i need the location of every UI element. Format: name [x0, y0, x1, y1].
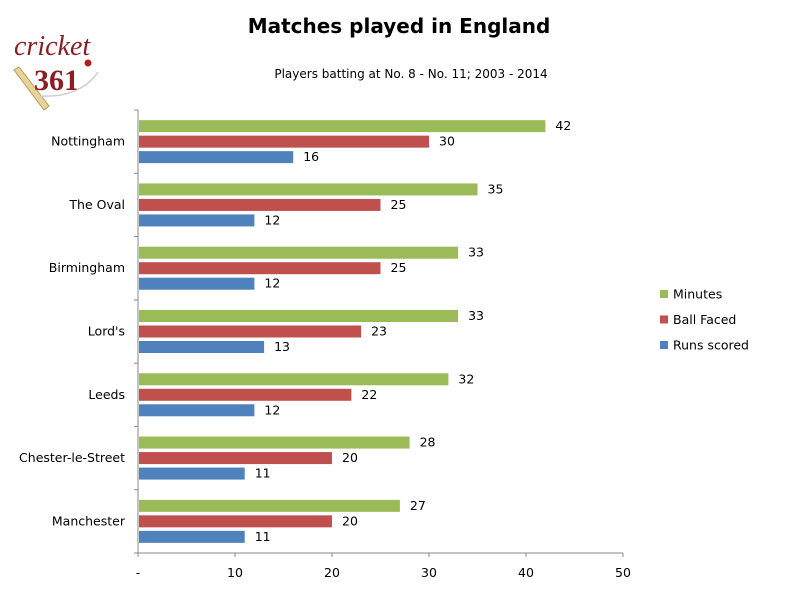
data-label: 33: [468, 245, 484, 260]
bar-runs-scored: [139, 467, 245, 480]
x-tick-label: -: [136, 565, 141, 580]
category-label: The Oval: [68, 197, 125, 212]
category-label: Lord's: [88, 324, 125, 339]
bar-runs-scored: [139, 277, 255, 290]
bar-ball-faced: [139, 452, 332, 465]
data-label: 23: [371, 324, 387, 339]
data-label: 25: [391, 260, 407, 275]
data-label: 28: [420, 435, 436, 450]
bar-ball-faced: [139, 135, 429, 148]
bat-icon: [13, 66, 50, 111]
legend-label: Runs scored: [673, 338, 749, 353]
bar-minutes: [139, 120, 546, 133]
bar-minutes: [139, 183, 478, 196]
x-tick-label: 50: [615, 565, 631, 580]
data-label: 12: [264, 212, 280, 227]
logo-text-top: cricket: [14, 31, 91, 62]
data-label: 13: [274, 339, 290, 354]
bar-runs-scored: [139, 341, 265, 353]
bar-minutes: [139, 310, 459, 322]
data-label: 42: [555, 118, 571, 133]
data-label: 11: [255, 466, 271, 481]
data-label: 33: [468, 308, 484, 323]
x-tick-label: 20: [324, 565, 340, 580]
logo-swoosh: [39, 71, 99, 97]
data-label: 20: [342, 513, 358, 528]
category-label: Leeds: [88, 387, 125, 402]
bar-minutes: [139, 373, 449, 386]
cricket361-logo: cricket 361: [13, 31, 99, 111]
category-label: Birmingham: [49, 260, 125, 275]
category-label: Chester-le-Street: [19, 450, 125, 465]
ball-icon: [84, 59, 92, 67]
bar-ball-faced: [139, 515, 332, 528]
chart-title: Matches played in England: [248, 14, 551, 38]
data-label: 12: [264, 276, 280, 291]
legend-swatch: [660, 290, 668, 298]
category-label: Nottingham: [51, 134, 125, 149]
legend-swatch: [660, 315, 668, 324]
legend-swatch: [660, 341, 668, 349]
x-tick-label: 40: [518, 565, 534, 580]
category-label: Manchester: [52, 513, 126, 528]
bar-ball-faced: [139, 388, 352, 401]
data-label: 20: [342, 450, 358, 465]
bar-runs-scored: [139, 151, 294, 164]
bar-minutes: [139, 499, 400, 512]
bar-runs-scored: [139, 404, 255, 417]
bar-ball-faced: [139, 262, 381, 275]
data-label: 22: [361, 387, 377, 402]
bar-ball-faced: [139, 198, 381, 211]
bar-runs-scored: [139, 530, 245, 543]
x-tick-label: 10: [227, 565, 243, 580]
bar-minutes: [139, 436, 410, 449]
legend-label: Ball Faced: [673, 312, 736, 327]
data-label: 12: [264, 402, 280, 417]
bar-runs-scored: [139, 214, 255, 227]
data-label: 30: [439, 134, 455, 149]
x-tick-label: 30: [421, 565, 437, 580]
bar-ball-faced: [139, 325, 362, 338]
data-label: 27: [410, 498, 426, 513]
data-label: 35: [488, 181, 504, 196]
bar-minutes: [139, 246, 459, 259]
data-label: 25: [391, 197, 407, 212]
legend-label: Minutes: [673, 287, 722, 302]
chart-subtitle: Players batting at No. 8 - No. 11; 2003 …: [274, 67, 547, 81]
data-label: 16: [303, 149, 319, 164]
data-label: 32: [458, 371, 474, 386]
data-label: 11: [255, 529, 271, 544]
